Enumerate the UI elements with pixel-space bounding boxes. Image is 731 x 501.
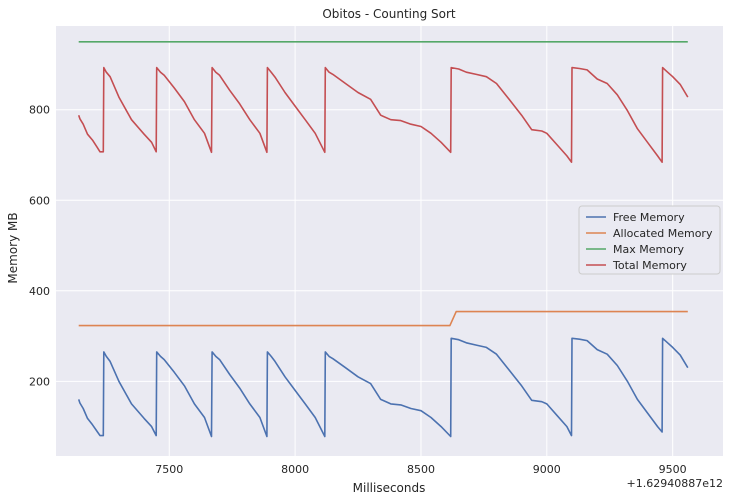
series-lines xyxy=(77,40,689,438)
x-axis-offset-label: +1.62940887e12 xyxy=(627,477,723,490)
x-tick-label: 7500 xyxy=(155,463,183,476)
series-line-total-memory xyxy=(77,66,689,163)
legend-box xyxy=(578,205,721,275)
series-line-free-memory xyxy=(77,337,689,438)
y-tick-label: 400 xyxy=(29,285,50,298)
legend: Free Memory Allocated Memory Max Memory Tot… xyxy=(578,205,721,275)
legend-label-free-memory: Free Memory xyxy=(613,211,685,224)
y-tick-label: 800 xyxy=(29,104,50,117)
chart-title: Obitos - Counting Sort xyxy=(322,7,456,21)
x-tick-label: 9500 xyxy=(659,463,687,476)
series-line-allocated-memory xyxy=(78,310,688,327)
y-axis-label: Memory MB xyxy=(6,212,20,283)
legend-label-allocated-memory: Allocated Memory xyxy=(613,227,713,240)
gridlines xyxy=(56,26,723,456)
legend-label-max-memory: Max Memory xyxy=(613,243,684,256)
x-tick-label: 8000 xyxy=(281,463,309,476)
tick-labels: 7500 8000 8500 9000 9500 200 400 600 800 xyxy=(29,104,687,476)
x-tick-label: 9000 xyxy=(533,463,561,476)
x-axis-label: Milliseconds xyxy=(353,481,426,495)
legend-label-total-memory: Total Memory xyxy=(612,259,687,272)
y-tick-label: 600 xyxy=(29,194,50,207)
x-tick-label: 8500 xyxy=(407,463,435,476)
y-tick-label: 200 xyxy=(29,375,50,388)
